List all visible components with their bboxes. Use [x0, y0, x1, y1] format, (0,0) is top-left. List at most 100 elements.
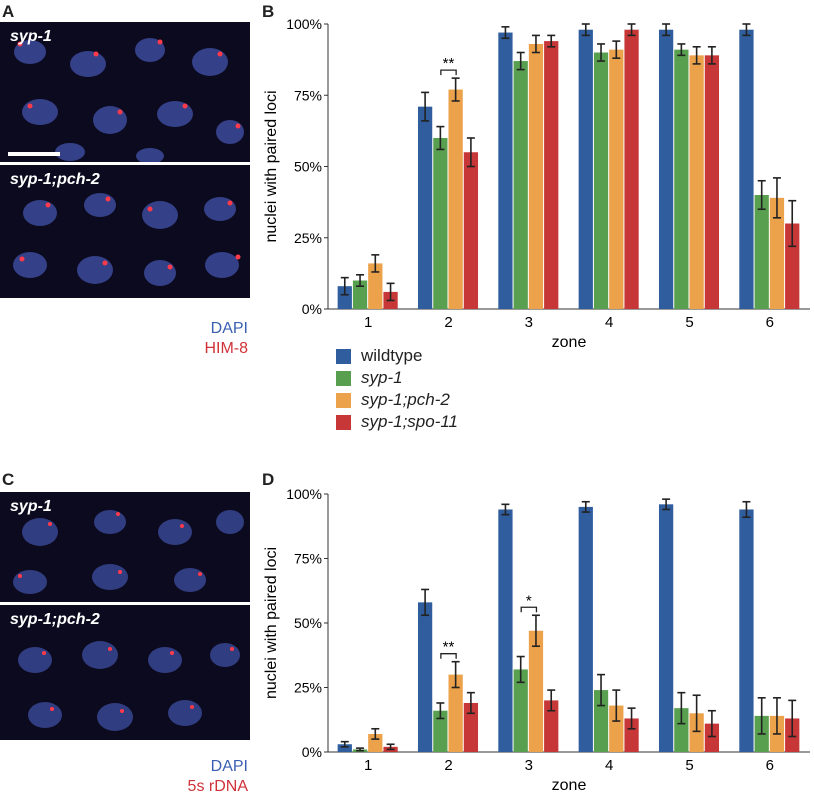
bar: [785, 223, 800, 309]
stain-label-dapi-a: DAPI: [210, 320, 248, 337]
stain-label-5s-rdna: 5s rDNA: [187, 778, 248, 795]
bar: [704, 55, 720, 309]
bar: [739, 509, 754, 752]
bar: [433, 710, 448, 752]
bar: [433, 138, 448, 309]
x-tick-label: 6: [766, 314, 774, 331]
x-tick-label: 5: [685, 314, 693, 331]
y-tick-label: 25%: [294, 230, 322, 246]
significance-bracket: [520, 606, 538, 613]
bar: [448, 674, 463, 752]
x-tick-label: 2: [444, 314, 452, 331]
x-axis-label: zone: [552, 777, 587, 794]
nuclei-image: [13, 510, 244, 594]
x-tick-label: 3: [525, 314, 533, 331]
bar: [658, 29, 674, 309]
micrograph-c-top: syp-1: [0, 492, 250, 602]
legend-swatch: [336, 414, 351, 430]
micrograph-a-bottom-label: syp-1;pch-2: [10, 171, 100, 188]
bar: [609, 49, 624, 310]
legend-item-syp-1: syp-1: [336, 367, 458, 389]
bar: [624, 718, 639, 752]
bar: [463, 702, 479, 752]
significance-label: *: [526, 592, 532, 609]
legend-label: syp-1;spo-11: [361, 412, 459, 431]
panel-c-letter: C: [2, 470, 15, 489]
x-tick-label: 4: [605, 757, 613, 774]
bar: [463, 152, 479, 309]
x-tick-label: 3: [525, 757, 533, 774]
x-tick-label: 5: [685, 757, 693, 774]
bar: [498, 32, 513, 310]
chart-legend: wildtype syp-1 syp-1;pch-2 syp-1;spo-11: [336, 345, 458, 433]
nuclei-image: [8, 38, 244, 162]
micrograph-c-top-label: syp-1: [10, 498, 52, 515]
x-tick-label: 1: [364, 314, 372, 331]
y-tick-label: 0%: [302, 301, 322, 317]
y-tick-label: 25%: [294, 680, 322, 696]
bar: [337, 744, 352, 752]
bar: [769, 197, 785, 309]
legend-swatch: [336, 392, 351, 408]
y-axis-label: nuclei with paired loci: [263, 90, 280, 242]
bar: [417, 106, 433, 310]
micrograph-c-bottom-label: syp-1;pch-2: [10, 611, 100, 628]
x-tick-label: 4: [605, 314, 613, 331]
bar: [352, 280, 368, 309]
legend-label: syp-1;pch-2: [361, 390, 450, 409]
legend-label: syp-1: [361, 368, 403, 387]
y-tick-label: 50%: [294, 159, 322, 175]
panel-a-letter: A: [2, 2, 15, 21]
bar: [513, 669, 528, 752]
legend-item-wildtype: wildtype: [336, 345, 458, 367]
nuclei-image: [13, 193, 241, 286]
x-tick-label: 2: [444, 757, 452, 774]
chart-d: 0% 25% 50% 75% 100% nuclei with paired loci 1 2…: [263, 486, 810, 794]
y-tick-label: 100%: [286, 16, 322, 32]
bar: [578, 506, 593, 752]
bar: [739, 29, 754, 309]
micrograph-a-bottom: syp-1;pch-2: [0, 165, 250, 298]
y-tick-label: 100%: [286, 486, 322, 502]
bar: [704, 723, 720, 752]
y-tick-label: 50%: [294, 615, 322, 631]
bar: [513, 61, 528, 309]
y-axis-label: nuclei with paired loci: [263, 547, 280, 699]
micrograph-c-bottom: syp-1;pch-2: [0, 605, 250, 740]
significance-label: **: [443, 55, 455, 72]
bar: [417, 602, 433, 752]
micrograph-a-top: syp-1: [0, 22, 250, 162]
significance-label: **: [443, 639, 455, 656]
stain-label-him8: HIM-8: [204, 340, 248, 357]
legend-item-syp-1-spo-11: syp-1;spo-11: [336, 411, 458, 433]
nuclei-image: [18, 641, 240, 731]
micrograph-a-top-label: syp-1: [10, 28, 52, 45]
y-tick-label: 75%: [294, 551, 322, 567]
bar: [544, 700, 559, 752]
y-tick-label: 75%: [294, 87, 322, 103]
bar: [624, 29, 639, 309]
bar: [658, 504, 674, 752]
bar: [674, 49, 689, 310]
x-axis-label: zone: [552, 334, 587, 351]
bar: [674, 708, 689, 752]
bar: [689, 55, 704, 309]
x-tick-label: 1: [364, 757, 372, 774]
bar: [689, 713, 704, 752]
legend-label: wildtype: [361, 346, 423, 365]
panel-d-letter: D: [262, 470, 275, 489]
x-tick-label: 6: [766, 757, 774, 774]
significance-bracket: [440, 653, 457, 659]
bar: [593, 52, 609, 309]
significance-bracket: [440, 69, 457, 76]
bar: [754, 195, 769, 309]
bar: [337, 286, 352, 309]
bar: [448, 89, 463, 309]
bar: [368, 263, 383, 309]
legend-swatch: [336, 348, 351, 364]
legend-swatch: [336, 370, 351, 386]
bar: [544, 41, 559, 309]
legend-item-syp-1-pch-2: syp-1;pch-2: [336, 389, 458, 411]
chart-b: 0% 25% 50% 75% 100% nuclei with paired loci 1 2…: [263, 16, 810, 351]
scale-bar: [8, 152, 60, 156]
